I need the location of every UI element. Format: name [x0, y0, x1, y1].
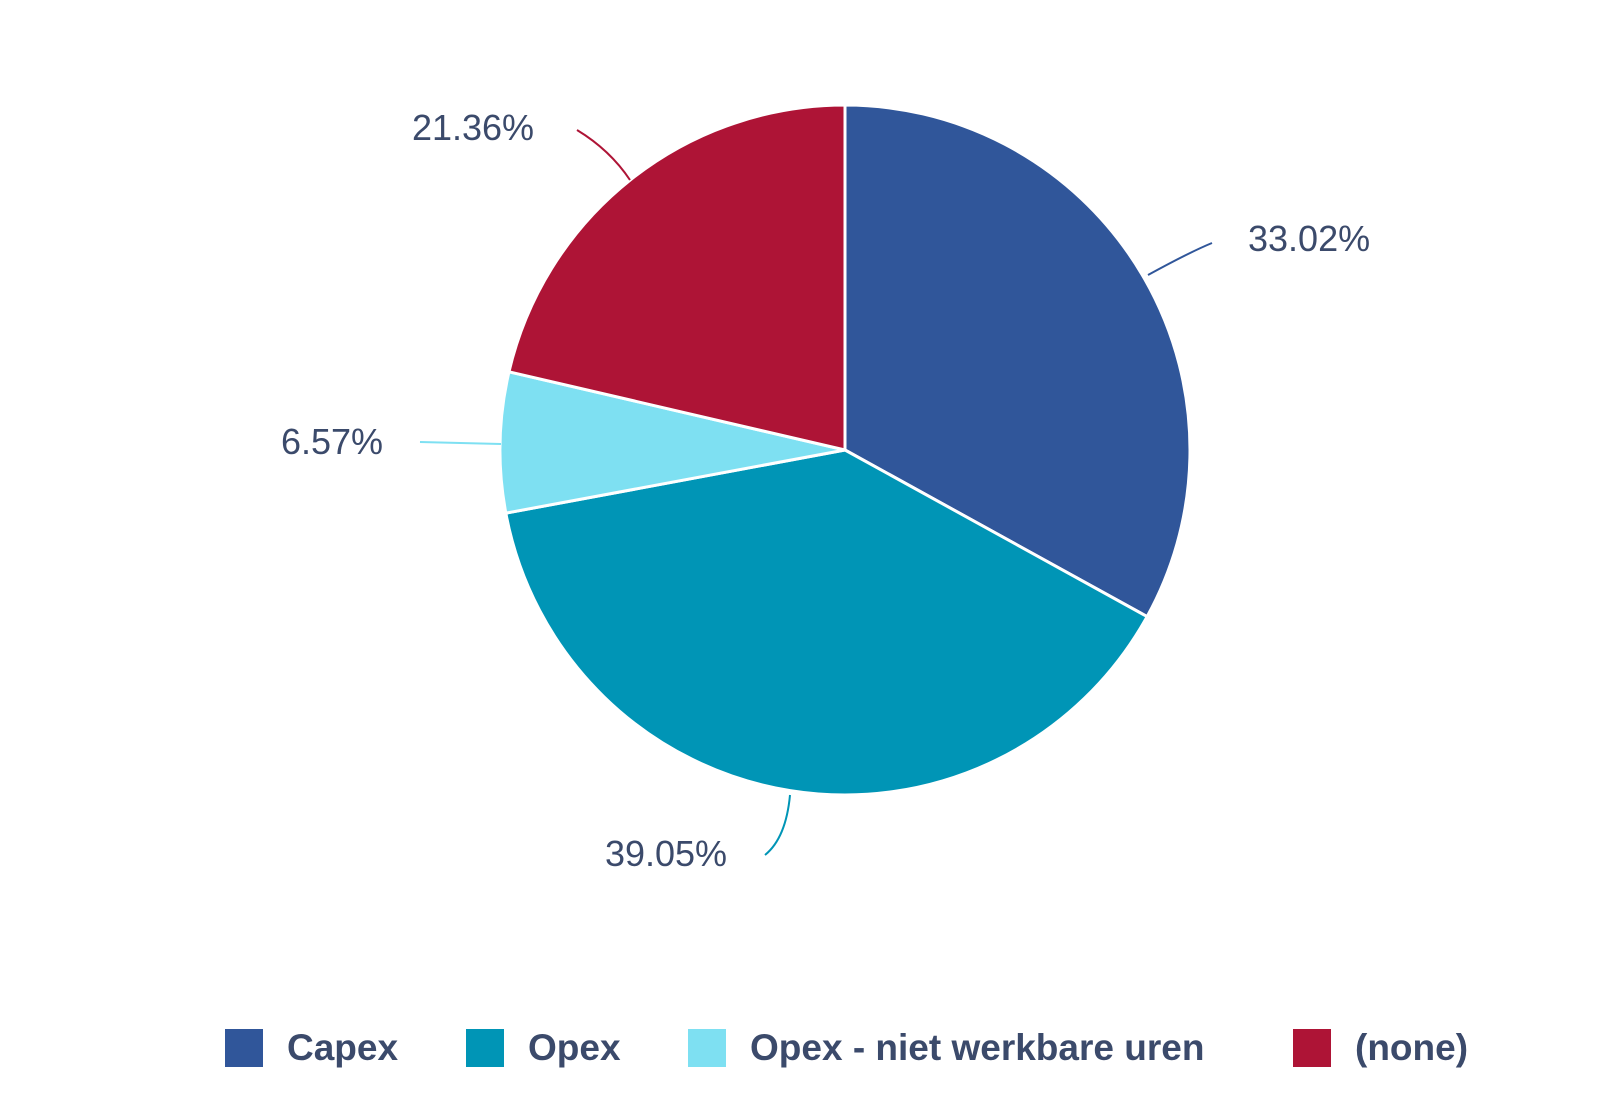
pie-slice-none[interactable]	[507, 103, 847, 452]
leader-lines	[419, 129, 1213, 856]
legend-swatch-opex	[466, 1029, 504, 1067]
legend-swatch-capex	[225, 1029, 263, 1067]
legend-item-capex[interactable]: Capex	[225, 1018, 398, 1078]
data-labels: 33.02% 39.05% 6.57% 21.36%	[281, 107, 1370, 874]
legend-item-opex[interactable]: Opex	[466, 1018, 621, 1078]
leader-line-none	[576, 129, 631, 181]
legend-label-capex: Capex	[287, 1027, 399, 1068]
data-label-opex-niet-werkbare-uren: 6.57%	[281, 421, 383, 462]
legend: Capex Opex Opex - niet werkbare uren (no…	[0, 1018, 1600, 1078]
data-label-opex: 39.05%	[605, 833, 727, 874]
leader-line-capex	[1147, 242, 1213, 276]
legend-item-opex-niet-werkbare-uren[interactable]: Opex - niet werkbare uren	[688, 1018, 1204, 1078]
leader-line-opex	[764, 794, 791, 856]
pie-slice-opex[interactable]	[504, 448, 1149, 797]
legend-swatch-opex-niet-werkbare-uren	[688, 1029, 726, 1067]
legend-label-opex: Opex	[528, 1027, 621, 1068]
data-label-capex: 33.02%	[1248, 218, 1370, 259]
legend-item-none[interactable]: (none)	[1293, 1018, 1468, 1078]
legend-label-none: (none)	[1355, 1027, 1469, 1068]
legend-swatch-none	[1293, 1029, 1331, 1067]
pie-slice-capex[interactable]	[843, 103, 1192, 619]
legend-label-opex-niet-werkbare-uren: Opex - niet werkbare uren	[750, 1027, 1205, 1068]
pie-slice-opex-niet-werkbare-uren[interactable]	[498, 370, 847, 515]
leader-line-opex-niet-werkbare-uren	[419, 441, 502, 445]
data-label-none: 21.36%	[412, 107, 534, 148]
pie-slices	[498, 103, 1192, 797]
